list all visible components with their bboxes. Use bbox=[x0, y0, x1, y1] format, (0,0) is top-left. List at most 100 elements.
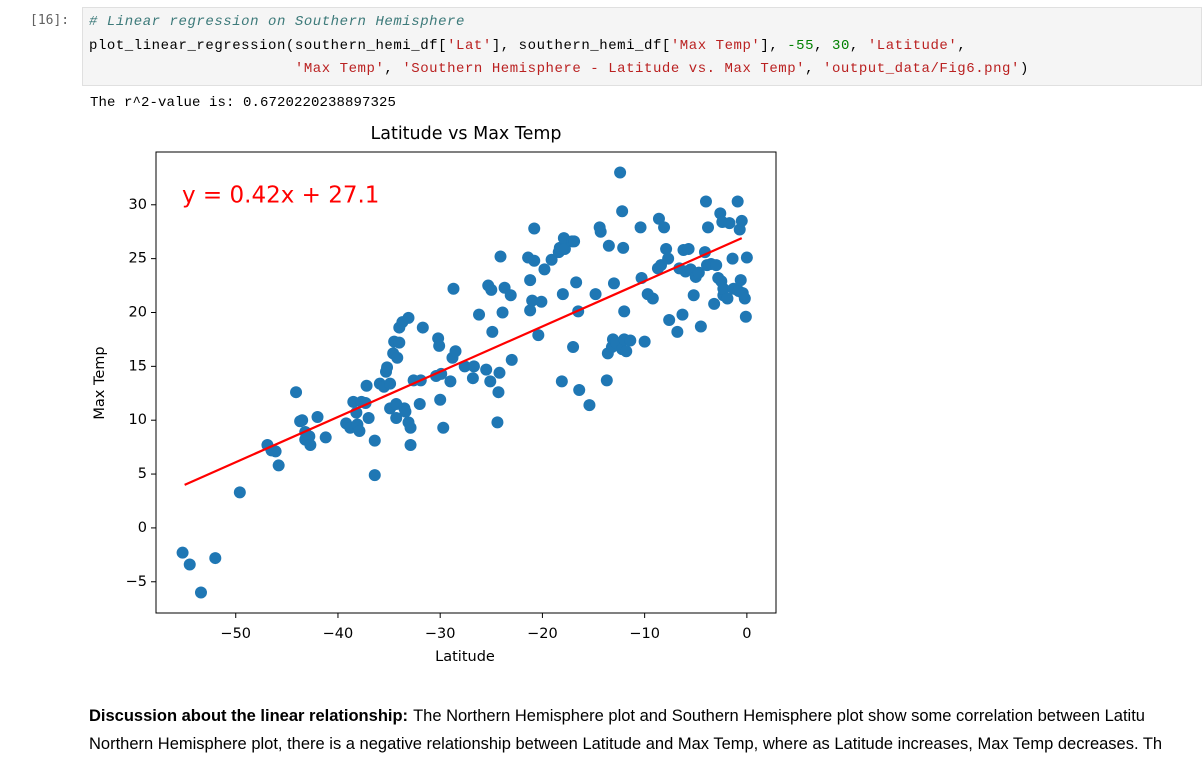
scatter-point bbox=[740, 251, 753, 264]
scatter-point bbox=[589, 288, 602, 301]
code-token: , bbox=[849, 37, 868, 54]
scatter-point bbox=[311, 410, 324, 423]
scatter-point bbox=[638, 335, 651, 348]
scatter-point bbox=[739, 310, 752, 323]
scatter-point bbox=[449, 345, 462, 358]
scatter-point bbox=[304, 438, 317, 451]
chart-title: Latitude vs Max Temp bbox=[370, 124, 561, 144]
code-token bbox=[89, 61, 295, 77]
scatter-point bbox=[290, 386, 303, 399]
code-line: # Linear regression on Southern Hemisphe… bbox=[89, 13, 465, 31]
scatter-point bbox=[393, 336, 406, 349]
scatter-point bbox=[404, 421, 417, 434]
scatter-point bbox=[209, 552, 222, 565]
scatter-point bbox=[528, 254, 541, 267]
scatter-point bbox=[658, 221, 671, 234]
scatter-point bbox=[702, 221, 715, 234]
scatter-point bbox=[687, 289, 700, 302]
scatter-point bbox=[233, 486, 246, 499]
code-token: -55 bbox=[787, 37, 815, 54]
scatter-point bbox=[652, 212, 665, 225]
scatter-point bbox=[710, 259, 723, 272]
scatter-point bbox=[600, 374, 613, 387]
scatter-point bbox=[662, 252, 675, 265]
cell-prompt: [16]: bbox=[30, 13, 70, 28]
scatter-point bbox=[466, 372, 479, 385]
scatter-point bbox=[616, 205, 629, 218]
code-token: 'output_data/Fig6.png' bbox=[823, 61, 1020, 77]
code-token: ], southern_hemi_df[ bbox=[491, 37, 671, 54]
code-line: 'Max Temp', 'Southern Hemisphere - Latit… bbox=[89, 60, 1029, 78]
scatter-point bbox=[434, 393, 447, 406]
y-tick-label: 10 bbox=[129, 412, 147, 428]
code-token: ) bbox=[1019, 61, 1029, 77]
scatter-point bbox=[480, 363, 493, 376]
scatter-point bbox=[486, 325, 499, 338]
scatter-point bbox=[390, 412, 403, 425]
scatter-point bbox=[708, 297, 721, 310]
code-token: 'Lat' bbox=[447, 37, 492, 54]
scatter-point bbox=[671, 325, 684, 338]
scatter-point bbox=[634, 221, 647, 234]
scatter-point bbox=[602, 239, 615, 252]
scatter-point bbox=[532, 329, 545, 342]
scatter-point bbox=[368, 469, 381, 482]
scatter-point bbox=[617, 241, 630, 254]
scatter-point bbox=[723, 217, 736, 230]
y-tick-label: 15 bbox=[129, 358, 147, 374]
y-tick-label: 30 bbox=[129, 197, 147, 213]
scatter-point bbox=[692, 266, 705, 279]
code-line: plot_linear_regression(southern_hemi_df[… bbox=[89, 37, 966, 55]
x-tick-label: −50 bbox=[220, 626, 251, 642]
scatter-point bbox=[726, 252, 739, 265]
scatter-point bbox=[558, 242, 571, 255]
code-token: # Linear regression on Southern Hemisphe… bbox=[89, 14, 465, 30]
y-tick-label: 25 bbox=[129, 251, 147, 267]
scatter-point bbox=[413, 398, 426, 411]
scatter-point bbox=[607, 277, 620, 290]
code-token: ], bbox=[760, 37, 788, 54]
scatter-point bbox=[484, 375, 497, 388]
x-axis-label: Latitude bbox=[435, 649, 495, 665]
scatter-point bbox=[618, 305, 631, 318]
x-tick-label: 0 bbox=[742, 626, 751, 642]
code-token: , bbox=[957, 37, 967, 54]
scatter-point bbox=[526, 294, 539, 307]
scatter-point bbox=[492, 386, 505, 399]
scatter-point bbox=[731, 195, 744, 208]
scatter-point bbox=[694, 320, 707, 333]
scatter-point bbox=[485, 283, 498, 296]
scatter-point bbox=[194, 586, 207, 599]
scatter-point bbox=[682, 242, 695, 255]
code-token: 'Max Temp' bbox=[294, 61, 385, 77]
scatter-point bbox=[272, 459, 285, 472]
scatter-point bbox=[573, 384, 586, 397]
scatter-point bbox=[568, 235, 581, 248]
scatter-point bbox=[416, 321, 429, 334]
scatter-point bbox=[319, 431, 332, 444]
scatter-point bbox=[699, 195, 712, 208]
regression-line bbox=[184, 237, 743, 486]
markdown-line: Discussion about the linear relationship… bbox=[89, 702, 1202, 730]
scatter-point bbox=[494, 250, 507, 263]
scatter-point bbox=[721, 292, 734, 305]
scatter-point bbox=[362, 412, 375, 425]
scatter-point bbox=[620, 345, 633, 358]
code-token: 30 bbox=[832, 37, 850, 54]
scatter-point bbox=[269, 445, 282, 458]
scatter-point bbox=[176, 546, 189, 559]
y-tick-label: 5 bbox=[138, 466, 147, 482]
scatter-point bbox=[353, 424, 366, 437]
scatter-point bbox=[738, 292, 751, 305]
scatter-point bbox=[567, 340, 580, 353]
scatter-point bbox=[368, 434, 381, 447]
markdown-cell: Discussion about the linear relationship… bbox=[89, 702, 1202, 758]
code-token: 'Latitude' bbox=[867, 37, 958, 54]
code-cell[interactable]: # Linear regression on Southern Hemisphe… bbox=[82, 7, 1202, 86]
scatter-point bbox=[646, 292, 659, 305]
scatter-point bbox=[676, 308, 689, 321]
scatter-point bbox=[444, 375, 457, 388]
scatter-point bbox=[545, 253, 558, 266]
scatter-point bbox=[447, 282, 460, 295]
scatter-point bbox=[583, 399, 596, 412]
